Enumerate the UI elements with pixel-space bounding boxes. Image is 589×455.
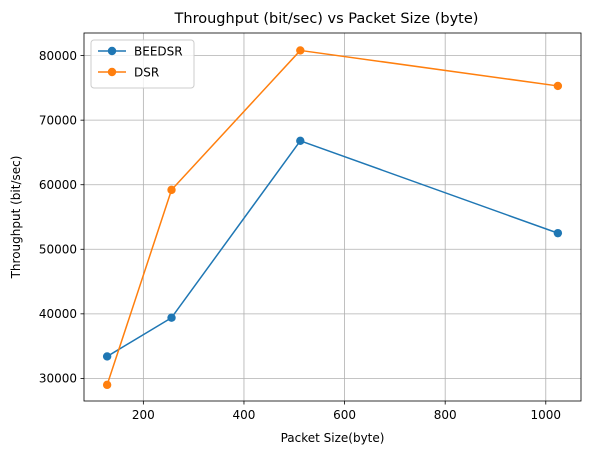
legend-marker-beedsr	[107, 46, 117, 56]
y-tick-label: 60000	[39, 178, 77, 192]
legend-label-beedsr: BEEDSR	[134, 44, 183, 58]
plot-frame	[83, 32, 582, 402]
data-point-dsr	[553, 81, 563, 91]
x-tick-label: 800	[434, 408, 457, 422]
data-point-beedsr	[296, 136, 305, 146]
y-tick-label: 40000	[39, 307, 77, 321]
legend: BEEDSR DSR	[90, 39, 195, 89]
y-tick-label: 70000	[39, 113, 77, 127]
x-axis-title: Packet Size(byte)	[281, 431, 385, 445]
legend-marker-dsr	[107, 67, 117, 77]
x-tick-label: 1000	[531, 408, 562, 422]
series-line-dsr	[106, 49, 558, 386]
series-line-beedsr	[106, 140, 559, 358]
y-tick-label: 50000	[39, 243, 77, 257]
x-tick-label: 600	[333, 408, 356, 422]
data-point-beedsr	[553, 228, 563, 238]
x-tick-label: 400	[233, 408, 256, 422]
data-point-dsr	[167, 185, 176, 195]
legend-box	[90, 39, 195, 89]
tick-layer: 200 400 600 800 1000 30000 40000 50000 60000 7000…	[39, 49, 561, 422]
data-point-beedsr	[167, 313, 176, 322]
data-point-beedsr	[102, 352, 112, 361]
series-layer	[102, 46, 563, 390]
chart-title: Throughput (bit/sec) vs Packet Size (byt…	[174, 11, 479, 27]
y-tick-label: 30000	[39, 372, 77, 386]
data-point-dsr	[296, 46, 305, 55]
y-axis-title: Throughput (bit/sec)	[9, 156, 23, 280]
data-point-dsr	[102, 380, 112, 390]
y-tick-label: 80000	[39, 49, 77, 63]
x-tick-label: 200	[132, 408, 155, 422]
legend-label-dsr: DSR	[134, 65, 159, 79]
